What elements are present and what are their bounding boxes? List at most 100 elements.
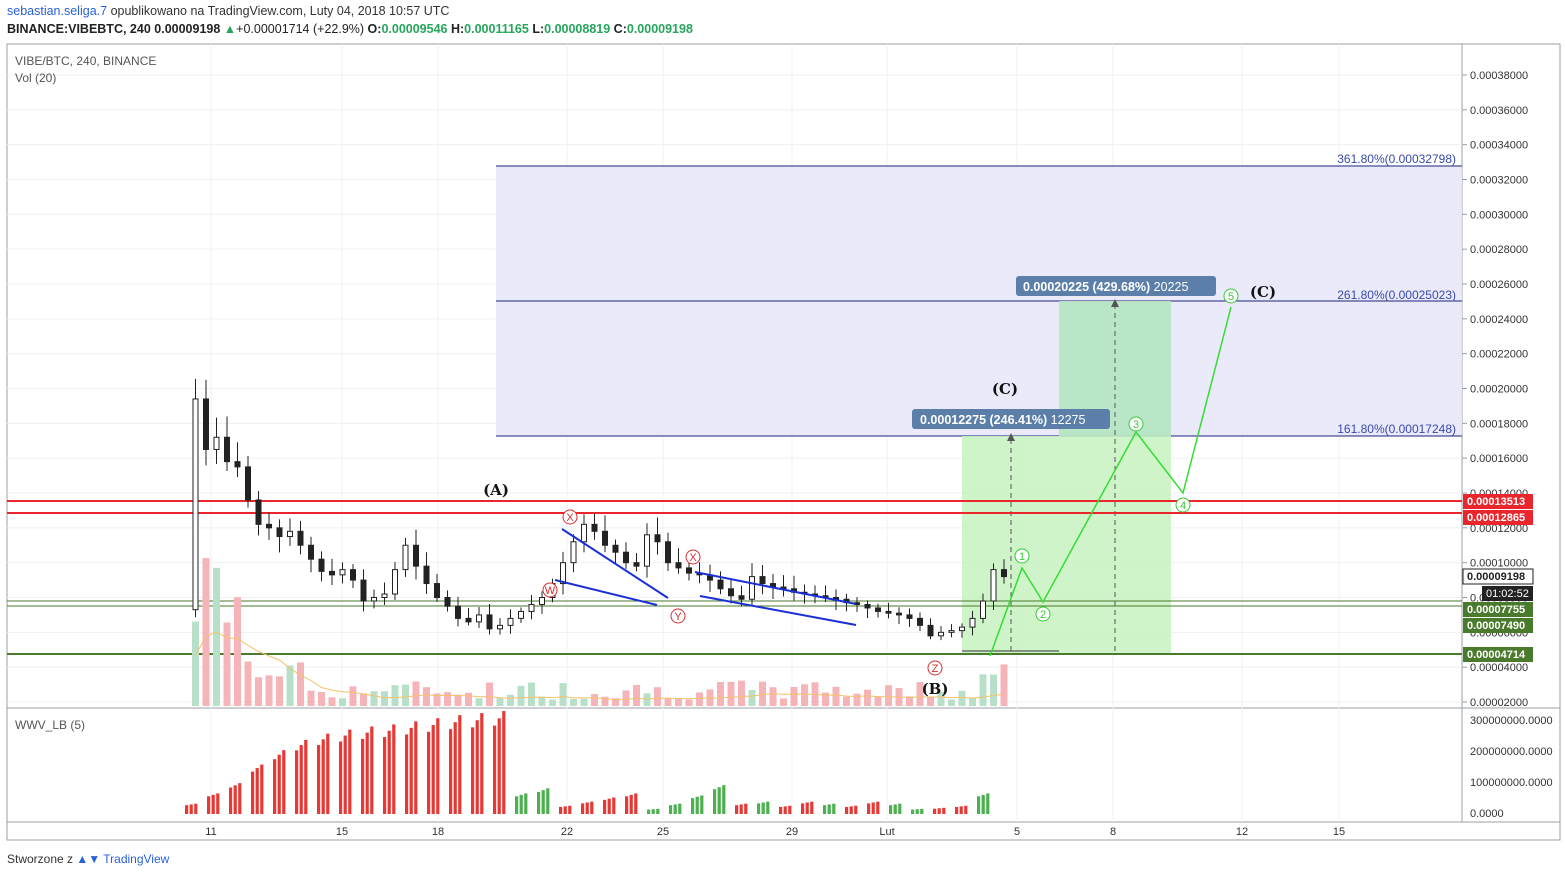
time-axis: 11 15 18 22 25 29 Lut 5 8 12 15: [205, 826, 1345, 838]
wave-y-marker: Y: [670, 608, 686, 624]
wedge-line-2-top: [694, 571, 857, 605]
wave-4-marker: 4: [1175, 497, 1191, 513]
wwv-bar: [766, 801, 770, 814]
ohlc-line: BINANCE:VIBEBTC, 240 0.00009198 ▲+0.0000…: [7, 22, 693, 36]
wwv-bar: [519, 794, 523, 814]
candle-body: [927, 624, 934, 637]
volume-bar: [213, 567, 220, 706]
candle-body: [266, 523, 272, 529]
volume-bar: [916, 682, 924, 706]
wwv-bar: [233, 785, 237, 814]
tag-support-upper: 0.00007755: [1463, 602, 1533, 617]
created-with-text: Stworzone z: [7, 852, 74, 866]
wave-label-a: (A): [483, 481, 509, 499]
open-value: 0.00009546: [381, 22, 448, 36]
publish-info: sebastian.seliga.7 opublikowano na Tradi…: [7, 4, 449, 18]
svg-text:0.00009198: 0.00009198: [1467, 571, 1525, 583]
candle-body: [738, 595, 745, 600]
y-tick-label: 0.00002000: [1470, 697, 1528, 709]
wwv-bar: [546, 788, 550, 814]
candle-body: [434, 583, 440, 598]
volume-bar: [958, 690, 966, 706]
volume-bar: [780, 698, 787, 706]
wwv-bar: [647, 809, 651, 814]
candle-body: [413, 544, 419, 567]
volume-bar: [265, 675, 273, 706]
wwv-bar: [933, 808, 937, 814]
y-tick-label: 0.00032000: [1470, 175, 1528, 187]
wwv-bar: [986, 793, 990, 814]
candle-body: [560, 562, 566, 585]
wwv-bar: [955, 806, 959, 814]
wedge-line-1-top: [561, 528, 669, 599]
volume-bar: [717, 682, 724, 706]
wwv-bar: [893, 804, 897, 814]
svg-text:W: W: [545, 585, 556, 597]
wwv-bar: [365, 732, 369, 814]
volume-bar: [286, 665, 294, 706]
volume-bar: [202, 558, 210, 706]
wwv-bar: [282, 750, 286, 814]
wwv-bar: [260, 764, 264, 814]
wwv-bar: [207, 796, 211, 814]
volume-bar: [1000, 664, 1008, 706]
volume-bar: [864, 689, 871, 706]
volume-bar: [664, 698, 672, 706]
candle-body: [980, 600, 986, 619]
volume-bar: [979, 674, 987, 706]
candle-body: [602, 530, 608, 546]
candle-body: [896, 612, 902, 616]
wwv-bar: [502, 711, 506, 814]
volume-bar: [244, 661, 252, 706]
candle-body: [654, 534, 661, 543]
volume-bar: [423, 687, 430, 706]
wwv-bar: [216, 793, 220, 814]
candles: [192, 378, 1007, 641]
svg-text:0.00007490: 0.00007490: [1467, 620, 1525, 632]
x-tick-label: 15: [336, 826, 348, 838]
wwv-bar: [515, 796, 519, 814]
wwv-bar: [801, 803, 805, 814]
volume-bar: [370, 691, 378, 706]
symbol-line: BINANCE:VIBEBTC, 240: [7, 22, 151, 36]
candle-body: [476, 614, 482, 623]
volume-ma-line: [195, 631, 1005, 701]
wwv-bar: [739, 804, 743, 814]
svg-text:Y: Y: [674, 611, 682, 623]
volume-bar: [801, 684, 808, 706]
wwv-bar: [959, 806, 963, 814]
candle-body: [759, 576, 766, 585]
volume-bar: [622, 690, 630, 706]
volume-bar: [339, 698, 346, 706]
wwv-bar: [827, 804, 831, 814]
wwv-bar: [383, 737, 387, 814]
volume-bar: [580, 698, 588, 706]
volume-bar: [496, 697, 504, 706]
volume-bar: [297, 662, 304, 706]
volume-bar: [517, 685, 525, 706]
wedge-line-2-bottom: [699, 595, 857, 626]
wwv-bar: [691, 798, 695, 814]
wwv-bar: [832, 803, 836, 814]
volume-bar: [612, 698, 619, 706]
volume-bar: [234, 597, 241, 706]
volume-bar: [643, 693, 651, 706]
volume-bar: [948, 699, 955, 706]
candle-body: [633, 562, 640, 567]
volume-bar: [475, 698, 483, 706]
measure-arrow-1: [1007, 433, 1015, 441]
wwv-bar: [867, 803, 871, 814]
oscillator-axis: 300000000.0000 200000000.0000 100000000.…: [1470, 715, 1553, 820]
wwv-bar: [414, 721, 418, 814]
author-name[interactable]: sebastian.seliga.7: [7, 4, 108, 18]
osc-tick-100m: 100000000.0000: [1470, 777, 1553, 789]
wwv-bar: [251, 771, 255, 814]
candle-body: [864, 603, 871, 609]
volume-bar: [696, 692, 703, 706]
candle-body: [591, 523, 598, 532]
wwv-bar: [964, 805, 968, 814]
tradingview-link[interactable]: TradingView: [103, 852, 170, 866]
candle-body: [287, 530, 293, 538]
volume-bar: [528, 682, 535, 706]
